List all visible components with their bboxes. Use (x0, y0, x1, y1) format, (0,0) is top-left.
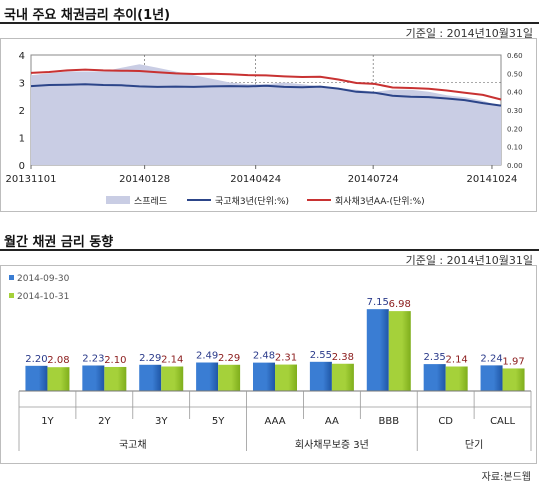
category-label: AA (325, 416, 339, 427)
line-chart-base-date: 기준일 : 2014년10월31일 (405, 27, 533, 40)
category-label: 5Y (212, 416, 225, 427)
bar-value-label: 2.23 (82, 353, 104, 364)
bar-1Y-prev (25, 365, 48, 391)
category-label: CALL (490, 416, 515, 427)
legend-corp-label: 회사채3년AA-(단위:%) (335, 196, 425, 207)
y-right-tick-label: 0.10 (507, 144, 523, 152)
bar-value-label: 2.49 (196, 351, 218, 362)
bar-value-label: 7.15 (367, 297, 389, 308)
legend-spread-swatch (106, 196, 130, 204)
bar-chart-panel: 2014-09-30 2014-10-31 2.20 2.08 2.23 2.10 2.2… (0, 265, 537, 464)
legend-label-1: 2014-10-31 (17, 292, 69, 302)
bar-3Y-curr (161, 366, 184, 391)
bar-value-label: 2.48 (253, 351, 275, 362)
category-label: CD (438, 416, 453, 427)
bar-CD-curr (445, 366, 468, 391)
bar-value-label: 2.55 (310, 350, 332, 361)
y-left-tick-label: 1 (19, 134, 25, 145)
legend-label-0: 2014-09-30 (17, 274, 70, 284)
legend-swatch-1 (9, 293, 14, 298)
bar-value-label: 2.31 (275, 353, 297, 364)
source-note: 자료:본드웹 (481, 472, 531, 483)
legend-kgb-label: 국고채3년(단위:%) (215, 196, 289, 207)
y-left-tick-label: 3 (19, 79, 25, 90)
bar-value-label: 2.38 (332, 352, 354, 363)
category-label: BBB (378, 416, 399, 427)
bar-AAA-curr (275, 364, 297, 391)
bar-value-label: 2.29 (139, 353, 161, 364)
bar-value-label: 2.20 (25, 354, 47, 365)
bar-value-label: 2.29 (218, 353, 240, 364)
x-tick-label: 20140724 (348, 174, 399, 185)
series-kgb-line (30, 83, 502, 107)
title-rule (0, 22, 539, 24)
line-chart: 0 1 2 3 4 0.00 0.10 0.20 0.30 0.40 0.50 0.60 2013110… (6, 51, 523, 207)
x-tick-label: 20141024 (467, 174, 518, 185)
bar-AA-prev (309, 361, 332, 391)
y-right-tick-label: 0.30 (507, 107, 523, 115)
bar-AA-curr (331, 363, 354, 391)
group-label: 단기 (465, 439, 483, 451)
legend-spread-label: 스프레드 (134, 196, 167, 207)
bar-5Y-curr (218, 364, 241, 391)
y-left-tick-label: 4 (19, 51, 25, 62)
bar-value-label: 1.97 (502, 356, 524, 367)
series-corp-line (30, 68, 502, 101)
y-right-tick-label: 0.20 (507, 125, 523, 133)
bar-chart-title: 월간 채권 금리 동향 (4, 235, 114, 250)
x-tick-label: 20131101 (6, 174, 57, 185)
group-label: 회사채무보증 3년 (295, 439, 369, 451)
bar-value-label: 2.14 (446, 355, 468, 366)
bar-CALL-curr (502, 368, 525, 391)
y-right-tick-label: 0.40 (507, 89, 523, 97)
bar-1Y-curr (47, 367, 70, 391)
x-tick-label: 20140128 (119, 174, 170, 185)
bar-value-label: 2.24 (480, 353, 502, 364)
bar-3Y-prev (139, 364, 162, 391)
line-chart-title: 국내 주요 채권금리 추이(1년) (4, 8, 171, 23)
bar-AAA-prev (253, 362, 275, 391)
legend-swatch-0 (9, 275, 14, 280)
bar-CD-prev (423, 364, 446, 391)
bar-CALL-prev (480, 365, 503, 391)
bar-value-label: 6.98 (389, 299, 411, 310)
bar-2Y-curr (104, 366, 127, 391)
y-left-tick-label: 2 (19, 106, 25, 117)
category-label: 3Y (155, 416, 168, 427)
y-left-tick-label: 0 (19, 161, 25, 172)
line-chart-panel: 0 1 2 3 4 0.00 0.10 0.20 0.30 0.40 0.50 0.60 2013110… (0, 38, 537, 212)
bar-chart-base-date: 기준일 : 2014년10월31일 (405, 254, 533, 267)
y-right-tick-label: 0.60 (507, 52, 523, 60)
bar-value-label: 2.08 (47, 355, 69, 366)
y-right-tick-label: 0.50 (507, 70, 523, 78)
group-label: 국고채 (119, 439, 147, 451)
bar-value-label: 2.35 (424, 352, 446, 363)
x-tick-label: 20140424 (230, 174, 281, 185)
bar-chart: 2014-09-30 2014-10-31 2.20 2.08 2.23 2.10 2.2… (9, 274, 532, 451)
bar-value-label: 2.10 (104, 355, 126, 366)
title-rule-2 (0, 249, 539, 251)
category-label: 1Y (41, 416, 54, 427)
bar-value-label: 2.14 (161, 355, 183, 366)
y-right-tick-label: 0.00 (507, 162, 523, 170)
bar-BBB-prev (366, 309, 389, 391)
series-spread-area (31, 64, 501, 165)
bar-2Y-prev (82, 365, 105, 391)
category-label: AAA (264, 416, 285, 427)
bar-BBB-curr (388, 311, 411, 391)
bar-5Y-prev (196, 362, 219, 391)
category-label: 2Y (98, 416, 111, 427)
